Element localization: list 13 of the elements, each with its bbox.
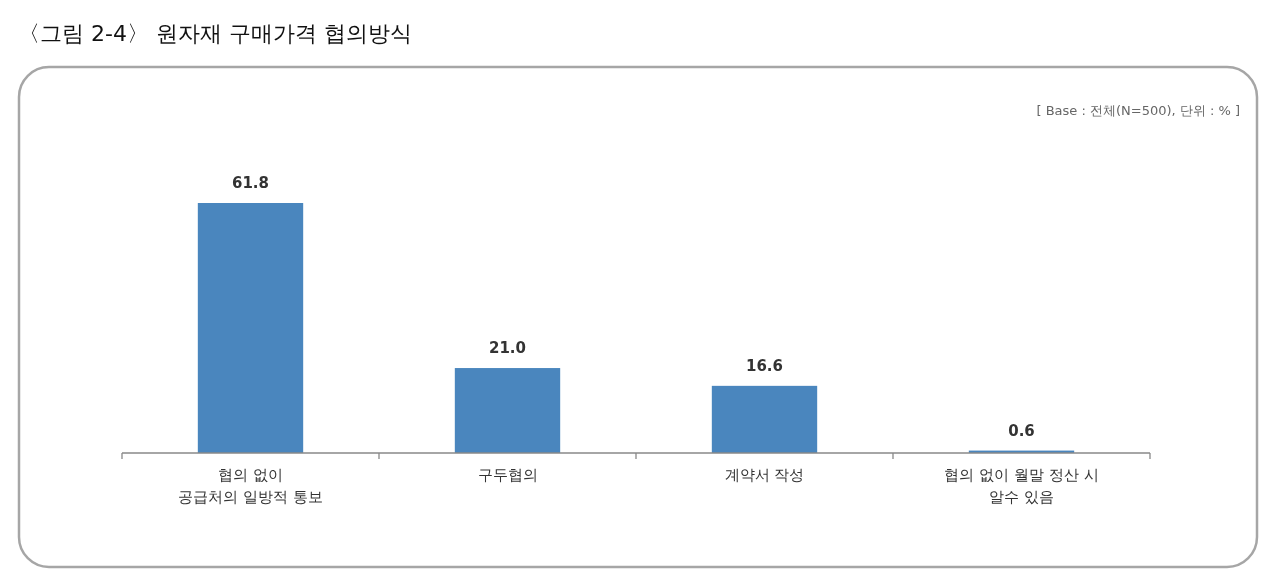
data-label: 21.0 xyxy=(488,339,527,358)
bar xyxy=(711,385,818,453)
text: [ Base : 전체(N=500), 단위 : % ] xyxy=(1036,103,1240,118)
data-label: 0.6 xyxy=(1008,421,1035,440)
bar xyxy=(197,203,304,453)
x-tick-label: 협의 없이 공급처의 일방적 통보 xyxy=(178,466,323,506)
chart-title: 〈그림 2-4〉 원자재 구매가격 협의방식 xyxy=(18,21,412,46)
bar xyxy=(454,368,561,453)
data-label: 16.6 xyxy=(745,356,784,375)
x-tick-label: 구두협의 xyxy=(477,466,538,484)
x-tick-label: 계약서 작성 xyxy=(724,466,805,484)
data-label: 61.8 xyxy=(231,174,270,192)
x-tick-label: 협의 없이 월말 정산 시 알수 있음 xyxy=(944,466,1099,506)
